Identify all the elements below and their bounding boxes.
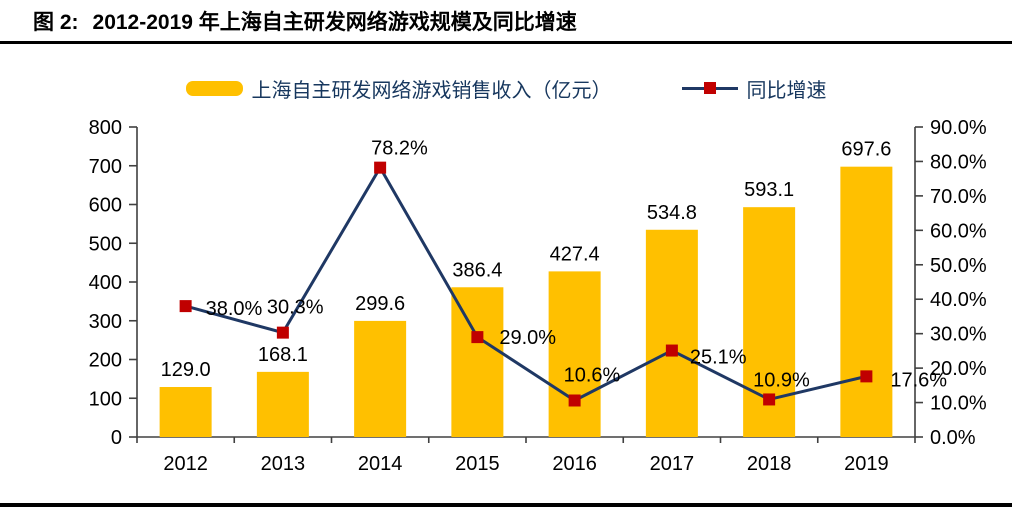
right-axis-tick-label: 40.0%: [930, 289, 987, 311]
right-axis-tick-label: 70.0%: [930, 186, 987, 208]
bar-value-label: 299.6: [355, 293, 405, 315]
growth-marker-2014: [374, 161, 387, 174]
growth-value-label: 30.3%: [267, 297, 324, 319]
bar-2013: [256, 371, 309, 437]
left-axis-tick-label: 700: [89, 156, 122, 178]
growth-marker-2012: [179, 300, 192, 313]
x-axis-label: 2018: [747, 453, 792, 475]
right-axis-tick-label: 20.0%: [930, 358, 987, 380]
bottom-divider: [0, 503, 1012, 507]
growth-value-label: 38.0%: [206, 298, 263, 320]
right-axis-tick-label: 50.0%: [930, 255, 987, 277]
bar-2014: [354, 320, 407, 437]
right-axis-tick-label: 10.0%: [930, 393, 987, 415]
left-axis-tick-label: 600: [89, 195, 122, 217]
bar-value-label: 697.6: [841, 139, 891, 161]
growth-value-label: 17.6%: [890, 369, 947, 391]
left-axis-tick-label: 800: [89, 117, 122, 139]
bar-2016: [548, 271, 601, 437]
left-axis-tick-label: 200: [89, 350, 122, 372]
bar-value-label: 534.8: [647, 202, 697, 224]
growth-value-label: 25.1%: [690, 347, 747, 369]
x-axis-label: 2019: [844, 453, 889, 475]
x-axis-label: 2017: [650, 453, 695, 475]
bar-2019: [840, 166, 893, 437]
growth-marker-2019: [860, 370, 873, 383]
growth-value-label: 10.9%: [753, 369, 810, 391]
line-series-swatch: [681, 81, 738, 94]
growth-marker-2013: [276, 326, 289, 339]
bar-value-label: 427.4: [550, 243, 600, 265]
legend-label-revenue: 上海自主研发网络游戏销售收入（亿元）: [251, 79, 612, 102]
growth-line: [185, 164, 867, 403]
bar-2017: [645, 229, 698, 437]
legend-label-growth: 同比增速: [746, 79, 827, 102]
right-axis-tick-label: 90.0%: [930, 117, 987, 139]
growth-marker-2018: [763, 393, 776, 406]
bar-value-label: 593.1: [744, 179, 794, 201]
bar-value-label: 386.4: [452, 259, 502, 281]
left-axis-tick-label: 100: [89, 388, 122, 410]
right-axis-tick-label: 60.0%: [930, 220, 987, 242]
legend-item-growth: 同比增速: [681, 74, 827, 103]
right-axis-tick-label: 0.0%: [930, 427, 976, 449]
figure-title: 图 2: 2012-2019 年上海自主研发网络游戏规模及同比增速: [33, 6, 577, 36]
title-divider: [0, 41, 1012, 44]
x-axis-label: 2013: [261, 453, 306, 475]
left-axis-tick-label: 0: [111, 427, 122, 449]
left-axis-tick-label: 400: [89, 272, 122, 294]
left-axis-tick-label: 500: [89, 233, 122, 255]
growth-marker-2016: [568, 394, 581, 407]
legend-item-revenue: 上海自主研发网络游戏销售收入（亿元）: [185, 74, 612, 103]
growth-value-label: 29.0%: [499, 327, 556, 349]
figure-title-text: 2012-2019 年上海自主研发网络游戏规模及同比增速: [92, 11, 577, 34]
right-axis-tick-label: 30.0%: [930, 324, 987, 346]
right-axis-tick-label: 80.0%: [930, 151, 987, 173]
growth-value-label: 78.2%: [371, 138, 428, 160]
bar-2015: [451, 287, 504, 437]
line-marker-swatch: [703, 81, 716, 94]
growth-marker-2017: [665, 344, 678, 357]
bar-2012: [159, 387, 212, 437]
bar-value-label: 168.1: [258, 344, 308, 366]
growth-marker-2015: [471, 331, 484, 344]
growth-value-label: 10.6%: [564, 364, 621, 386]
x-axis-label: 2012: [163, 453, 208, 475]
x-axis-label: 2016: [552, 453, 597, 475]
left-axis-tick-label: 300: [89, 311, 122, 333]
chart-legend: 上海自主研发网络游戏销售收入（亿元） 同比增速: [0, 72, 1012, 104]
x-axis-label: 2014: [358, 453, 403, 475]
bar-value-label: 129.0: [161, 359, 211, 381]
x-axis-label: 2015: [455, 453, 500, 475]
bar-series-swatch: [185, 80, 243, 96]
figure-label: 图 2:: [33, 11, 79, 34]
